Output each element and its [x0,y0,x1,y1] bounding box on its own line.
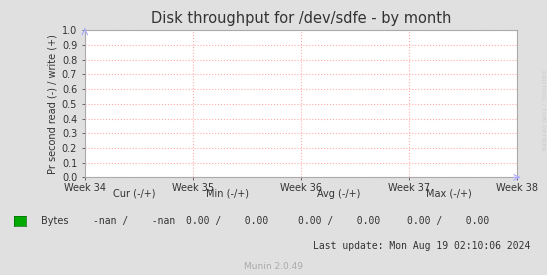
Text: Munin 2.0.49: Munin 2.0.49 [244,262,303,271]
Text: -nan /    -nan: -nan / -nan [93,216,175,226]
Title: Disk throughput for /dev/sdfe - by month: Disk throughput for /dev/sdfe - by month [150,11,451,26]
Text: 0.00 /    0.00: 0.00 / 0.00 [186,216,268,226]
Text: Avg (-/+): Avg (-/+) [317,189,361,199]
Text: RRDTOOL / TOBI OETIKER: RRDTOOL / TOBI OETIKER [541,70,546,150]
Text: Max (-/+): Max (-/+) [426,189,472,199]
Text: Min (-/+): Min (-/+) [206,189,248,199]
Text: Bytes: Bytes [41,216,68,226]
Y-axis label: Pr second read (-) / write (+): Pr second read (-) / write (+) [48,34,57,174]
Text: 0.00 /    0.00: 0.00 / 0.00 [298,216,380,226]
Text: Last update: Mon Aug 19 02:10:06 2024: Last update: Mon Aug 19 02:10:06 2024 [313,241,531,251]
Text: Cur (-/+): Cur (-/+) [113,189,155,199]
Text: 0.00 /    0.00: 0.00 / 0.00 [408,216,490,226]
